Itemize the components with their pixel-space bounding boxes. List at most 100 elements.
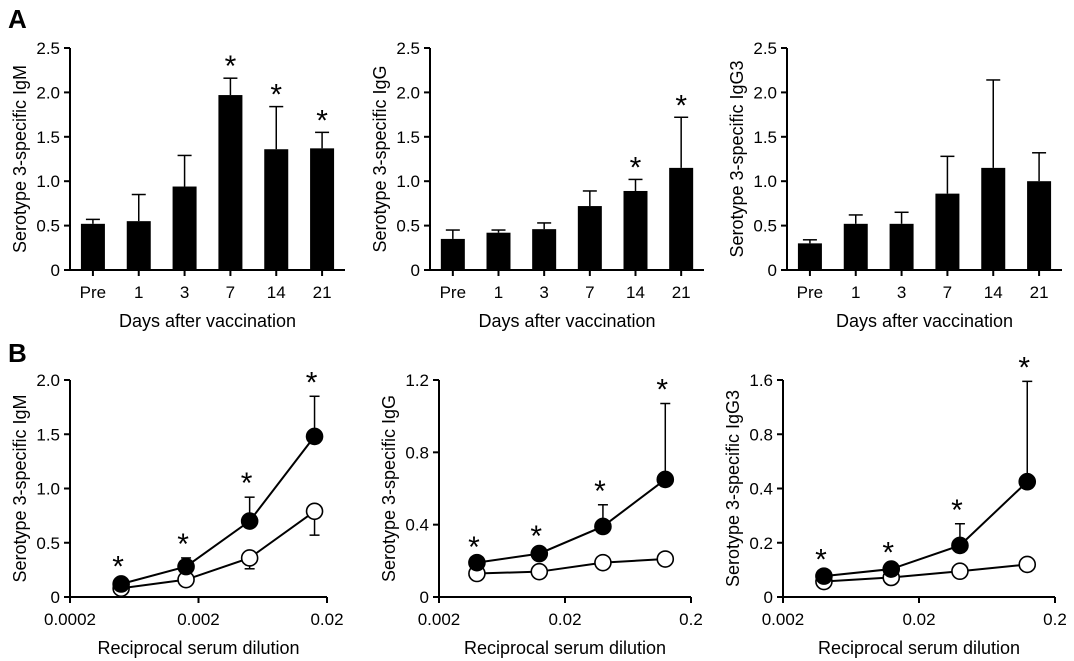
- y-tick-label: 0.4: [749, 480, 773, 499]
- x-tick-label: 1: [134, 283, 143, 302]
- y-tick-label: 2.5: [36, 39, 60, 58]
- x-tick-label: Pre: [80, 283, 106, 302]
- x-tick-label: 1: [494, 283, 503, 302]
- y-tick-label: 0.8: [749, 425, 773, 444]
- bar: [1027, 181, 1052, 270]
- series-open: [112, 502, 324, 598]
- y-tick-label: 1.0: [396, 172, 420, 191]
- data-point: [656, 470, 675, 489]
- significance-star: *: [675, 89, 687, 122]
- significance-star: *: [594, 475, 606, 508]
- y-tick-label: 0: [420, 588, 429, 607]
- y-axis-title: Serotype 3-specific IgM: [10, 394, 30, 582]
- x-axis-title: Days after vaccination: [119, 311, 296, 331]
- x-tick-label: 0.2: [1043, 610, 1067, 629]
- y-tick-label: 0.5: [396, 217, 420, 236]
- y-axis-title: Serotype 3-specific IgM: [10, 65, 30, 253]
- significance-star: *: [656, 374, 668, 407]
- bar: [486, 232, 511, 270]
- x-tick-label: 0.02: [548, 610, 581, 629]
- y-tick-label: 1.0: [36, 480, 60, 499]
- chart-2: 0 0.5 1.0 1.5 2.0 2.5 Serotype 3-specific IgG D…: [370, 39, 704, 331]
- bar: [532, 229, 557, 270]
- x-tick-label: 3: [539, 283, 548, 302]
- bar: [80, 223, 105, 270]
- y-tick-label: 2.0: [396, 83, 420, 102]
- x-tick-label: 3: [897, 283, 906, 302]
- y-tick-label: 2.5: [753, 39, 777, 58]
- series-line: [823, 480, 1028, 578]
- x-axis-title: Reciprocal serum dilution: [97, 638, 299, 658]
- x-tick-label: 21: [313, 283, 332, 302]
- y-tick-label: 1.0: [36, 172, 60, 191]
- x-tick-label: 3: [180, 283, 189, 302]
- bar: [126, 221, 151, 270]
- x-tick-label: 14: [984, 283, 1003, 302]
- data-point: [240, 549, 259, 567]
- y-tick-label: 1.5: [36, 128, 60, 147]
- panel-label-b: B: [8, 338, 27, 368]
- charts: 0 0.5 1.0 1.5 2.0 2.5 Serotype 3-specific IgM D…: [10, 39, 1067, 658]
- bar: [577, 206, 602, 270]
- y-tick-label: 2.0: [36, 83, 60, 102]
- data-point: [530, 544, 549, 563]
- series-open: [468, 550, 675, 583]
- data-point: [594, 517, 612, 536]
- x-tick-label: 21: [1030, 283, 1049, 302]
- chart-6: 0 0.2 0.4 0.8 1.6 Serotype 3-specific IgG3 Rec…: [723, 351, 1067, 658]
- y-tick-label: 2.0: [753, 83, 777, 102]
- y-axis-title: Serotype 3-specific IgG: [370, 65, 390, 252]
- y-tick-label: 0: [764, 588, 773, 607]
- y-tick-label: 2.5: [396, 39, 420, 58]
- y-tick-label: 1.5: [36, 425, 60, 444]
- x-tick-label: 0.002: [418, 610, 461, 629]
- data-point: [112, 575, 130, 593]
- y-tick-label: 0.8: [405, 443, 429, 462]
- significance-star: *: [630, 151, 642, 184]
- x-tick-label: 0.02: [310, 610, 343, 629]
- y-axis-title: Serotype 3-specific IgG3: [727, 60, 747, 257]
- x-tick-label: 0.002: [177, 610, 220, 629]
- chart-4: 0 0.5 1.0 1.5 2.0 Serotype 3-specific IgM Reci…: [10, 366, 344, 658]
- significance-star: *: [951, 494, 963, 527]
- x-tick-label: 0.2: [679, 610, 703, 629]
- data-point: [530, 562, 549, 581]
- data-point: [951, 562, 969, 581]
- data-point: [882, 560, 901, 578]
- y-tick-label: 1.6: [749, 371, 773, 390]
- data-point: [468, 553, 486, 572]
- bar: [935, 193, 960, 270]
- x-axis-title: Reciprocal serum dilution: [818, 638, 1020, 658]
- series-line: [120, 435, 316, 585]
- series-line: [476, 558, 666, 575]
- series-line: [476, 478, 666, 564]
- significance-star: *: [241, 467, 253, 500]
- data-point: [815, 567, 833, 585]
- y-tick-label: 0.5: [36, 534, 60, 553]
- significance-star: *: [270, 79, 282, 112]
- y-axis-title: Serotype 3-specific IgG3: [723, 390, 743, 587]
- data-point: [305, 427, 324, 446]
- significance-star: *: [177, 528, 189, 561]
- x-tick-label: 7: [226, 283, 235, 302]
- x-axis-title: Days after vaccination: [836, 311, 1013, 331]
- x-tick-label: 14: [626, 283, 645, 302]
- data-point: [305, 502, 324, 521]
- bar: [623, 190, 648, 270]
- x-tick-label: 0.0002: [44, 610, 96, 629]
- y-tick-label: 0: [51, 588, 60, 607]
- chart-5: 0 0.4 0.8 1.2 Serotype 3-specific IgG Recipro…: [379, 371, 703, 658]
- data-point: [656, 550, 675, 568]
- bar: [310, 148, 335, 270]
- x-tick-label: Pre: [440, 283, 466, 302]
- x-tick-label: Pre: [797, 283, 823, 302]
- significance-star: *: [316, 104, 328, 137]
- significance-star: *: [306, 366, 318, 399]
- y-tick-label: 1.0: [753, 172, 777, 191]
- significance-star: *: [225, 50, 237, 83]
- series-filled: ****: [468, 374, 675, 572]
- x-tick-label: 21: [672, 283, 691, 302]
- bar: [981, 167, 1006, 270]
- data-point: [177, 557, 195, 576]
- y-tick-label: 0.4: [405, 516, 429, 535]
